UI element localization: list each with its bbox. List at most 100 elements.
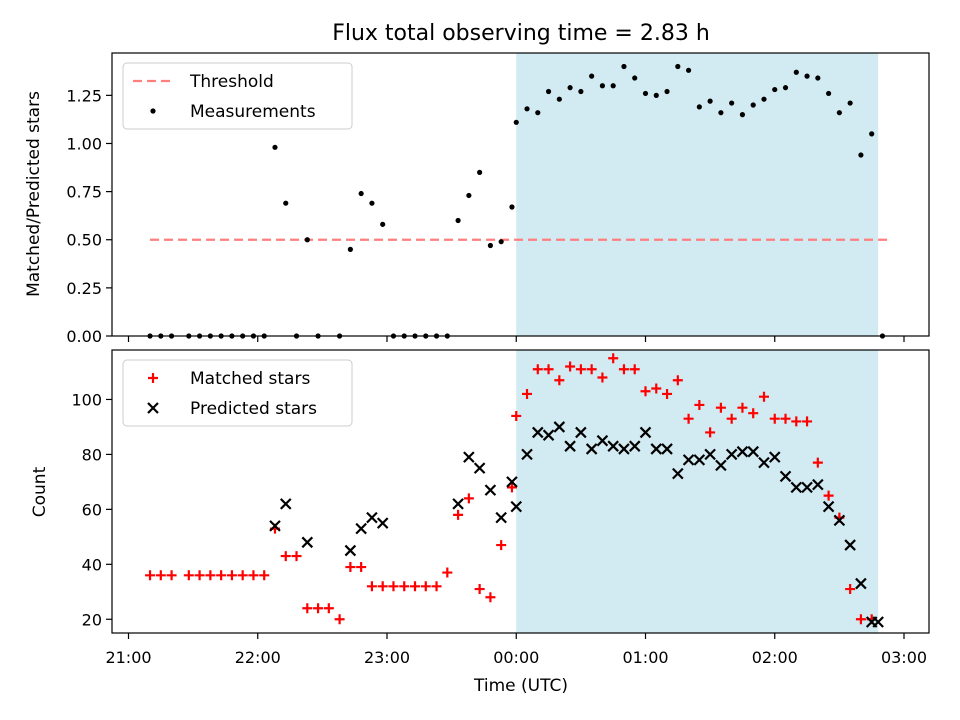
data-point (685, 67, 692, 73)
data-point (487, 242, 493, 249)
data-point (575, 364, 586, 375)
data-point (509, 204, 515, 210)
data-point (366, 511, 378, 524)
data-point (542, 429, 555, 441)
data-point (750, 102, 756, 108)
data-point (672, 375, 683, 386)
data-point (259, 570, 270, 581)
data-point (748, 408, 759, 419)
data-point (431, 581, 442, 592)
data-point (772, 86, 778, 93)
data-point (506, 482, 517, 493)
data-point (302, 603, 313, 614)
data-point (737, 402, 748, 413)
data-point (790, 481, 803, 494)
data-point (522, 388, 533, 399)
x-tick-label: 01:00 (622, 648, 668, 667)
data-point (672, 467, 684, 480)
data-point (145, 570, 156, 581)
data-point (812, 478, 824, 491)
data-point (345, 562, 356, 573)
data-point (823, 490, 834, 501)
data-point (715, 459, 727, 472)
top-y-tick-label: 0.25 (66, 279, 102, 298)
top-y-tick-label: 0.50 (66, 231, 102, 250)
data-point (280, 551, 291, 562)
data-point (793, 69, 799, 75)
data-point (554, 375, 565, 386)
data-point (535, 110, 541, 116)
data-point (564, 440, 576, 452)
data-point (707, 98, 713, 104)
data-point (639, 426, 652, 439)
data-point (399, 581, 410, 592)
data-point (377, 581, 388, 592)
data-point (704, 448, 716, 461)
top-observing-window (516, 53, 879, 336)
data-point (693, 454, 706, 466)
bottom-panel-frame (111, 349, 930, 634)
top-legend-label: Threshold (189, 72, 274, 92)
data-point (769, 413, 780, 424)
data-point (802, 416, 813, 427)
data-point (463, 451, 475, 463)
data-point (496, 540, 507, 551)
data-point (466, 192, 472, 199)
top-legend-label: Measurements (190, 102, 316, 122)
chart-title: Flux total observing time = 2.83 h (332, 21, 710, 46)
top-y-tick-label: 1.25 (66, 86, 102, 105)
data-point (855, 577, 867, 590)
data-point (586, 364, 597, 375)
data-point (347, 246, 353, 252)
data-point (578, 88, 584, 95)
data-point (524, 106, 530, 112)
data-point (632, 75, 638, 81)
bottom-legend-label: Matched stars (190, 369, 310, 389)
data-point (248, 570, 259, 581)
bottom-y-tick-label: 40 (82, 555, 102, 574)
data-point (768, 451, 781, 463)
data-point (782, 85, 789, 91)
data-point (844, 539, 856, 551)
data-point (847, 100, 853, 106)
bottom-observing-window (516, 350, 879, 633)
data-point (495, 511, 507, 524)
data-point (532, 364, 543, 375)
bottom-legend: Matched stars Predicted stars (122, 359, 353, 427)
data-point (304, 237, 310, 243)
data-point (718, 110, 724, 116)
data-point (858, 152, 864, 158)
data-point (356, 562, 367, 573)
data-point (621, 63, 627, 70)
data-point (323, 603, 334, 614)
data-point (474, 584, 485, 595)
bottom-y-tick-label: 20 (82, 610, 102, 629)
data-point (589, 73, 595, 79)
data-point (205, 570, 216, 581)
data-point (565, 361, 576, 372)
data-point (683, 413, 694, 424)
data-point (453, 509, 464, 520)
data-point (607, 440, 619, 452)
data-point (726, 413, 737, 424)
data-point (599, 83, 606, 89)
data-point (452, 498, 464, 510)
data-point (369, 200, 375, 206)
data-point (758, 391, 769, 402)
data-point (694, 399, 705, 410)
data-point (596, 434, 609, 447)
bottom-series-predicted-stars (269, 421, 884, 628)
data-point (822, 500, 835, 513)
data-point (155, 570, 166, 581)
data-point (597, 372, 608, 383)
data-point (334, 614, 345, 625)
bottom-panel: 20 40 60 80 100 Matched stars Predicted stars… (30, 349, 930, 639)
data-point (872, 616, 884, 628)
data-point (485, 592, 496, 603)
data-point (484, 484, 497, 496)
data-point (836, 110, 842, 116)
top-y-tick-label: 0.75 (66, 183, 102, 202)
data-point (812, 457, 823, 468)
data-point (791, 416, 802, 427)
